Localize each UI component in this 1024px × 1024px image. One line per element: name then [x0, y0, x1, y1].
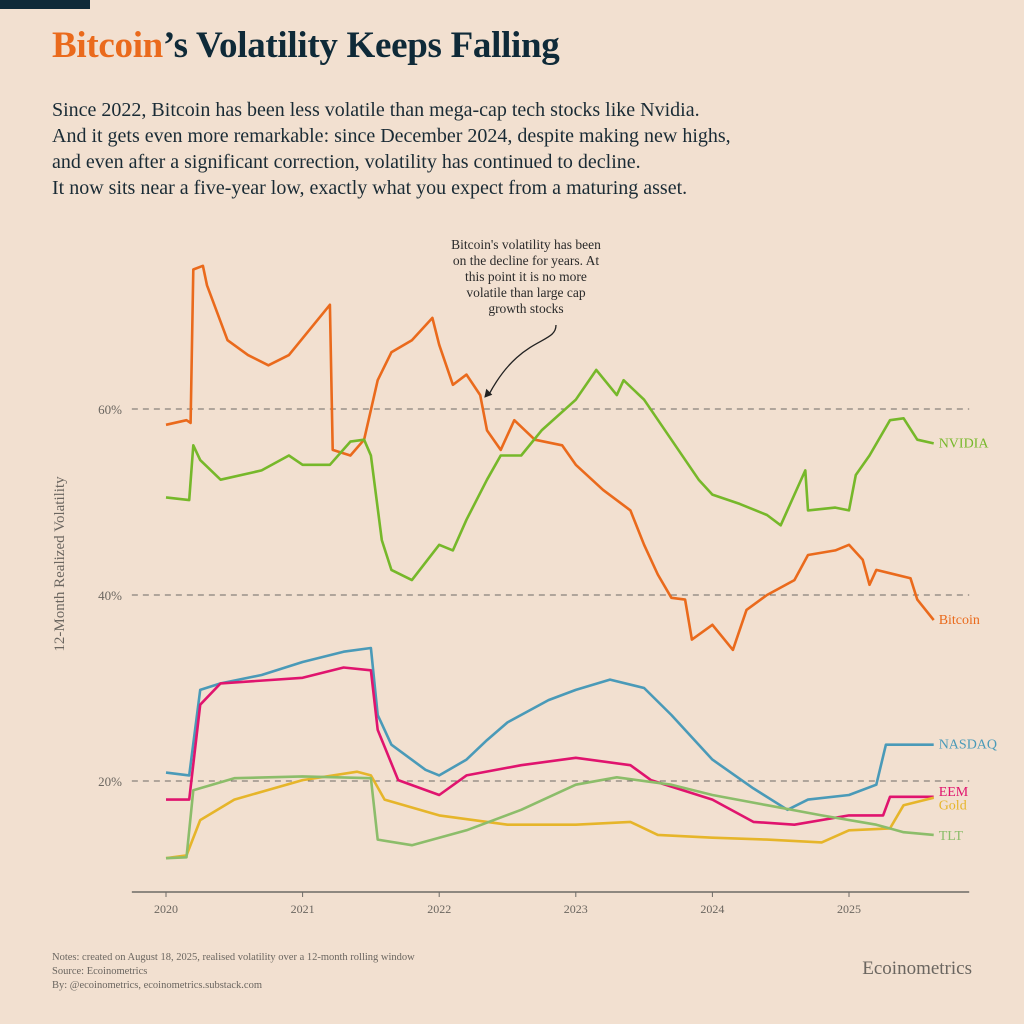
series-line-nasdaq [165, 646, 934, 812]
series-label-eem: EEM [939, 785, 969, 800]
series-line-eem [166, 666, 934, 827]
annotation-line: this point it is no more [465, 269, 587, 284]
annotation-line: growth stocks [488, 301, 564, 316]
x-tick-label: 2023 [564, 902, 588, 916]
series-line-bitcoin [165, 264, 935, 652]
source-text: Source: Ecoinometrics [52, 966, 148, 977]
title-rest: ’s Volatility Keeps Falling [162, 25, 560, 66]
y-axis-label: 12-Month Realized Volatility [52, 476, 68, 652]
x-tick-label: 2021 [291, 902, 315, 916]
title-highlight: Bitcoin [52, 25, 163, 66]
series-line-nvidia [165, 368, 934, 582]
footer-notes: Notes: created on August 18, 2025, reali… [52, 951, 415, 993]
subtitle-line: and even after a significant correction,… [52, 151, 641, 173]
annotation-line: on the decline for years. At [452, 253, 600, 268]
subtitle-line: And it gets even more remarkable: since … [52, 125, 731, 147]
series-label-gold: Gold [939, 799, 967, 814]
page-title: Bitcoin’s Volatility Keeps Falling [52, 24, 560, 67]
subtitle-line: It now sits near a five-year low, exactl… [52, 177, 688, 199]
y-tick-label: 60% [98, 402, 122, 417]
subtitle: Since 2022, Bitcoin has been less volati… [52, 97, 1012, 201]
x-tick-label: 2022 [427, 902, 451, 916]
y-tick-label: 20% [98, 774, 122, 789]
brand-logo: Ecoinometrics [862, 958, 972, 979]
annotation-arrowhead [484, 388, 493, 398]
chart-annotation: Bitcoin's volatility has been on the dec… [432, 237, 620, 317]
series-label-tlt: TLT [939, 829, 964, 844]
annotation-line: Bitcoin's volatility has been [451, 237, 601, 252]
series-line-gold [165, 770, 935, 860]
series-label-nvidia: NVIDIA [939, 436, 990, 451]
series-line-tlt [165, 775, 934, 860]
x-tick-label: 2025 [837, 902, 861, 916]
top-accent-bar [0, 0, 90, 9]
notes-text: Notes: created on August 18, 2025, reali… [52, 952, 415, 963]
series-label-nasdaq: NASDAQ [939, 738, 997, 753]
x-tick-label: 2024 [700, 902, 724, 916]
y-tick-label: 40% [98, 588, 122, 603]
series-label-bitcoin: Bitcoin [939, 613, 980, 628]
byline-text: By: @ecoinometrics, ecoinometrics.substa… [52, 980, 262, 991]
subtitle-line: Since 2022, Bitcoin has been less volati… [52, 99, 700, 121]
annotation-arrow [487, 324, 557, 397]
annotation-line: volatile than large cap [466, 285, 586, 300]
x-tick-label: 2020 [154, 902, 178, 916]
